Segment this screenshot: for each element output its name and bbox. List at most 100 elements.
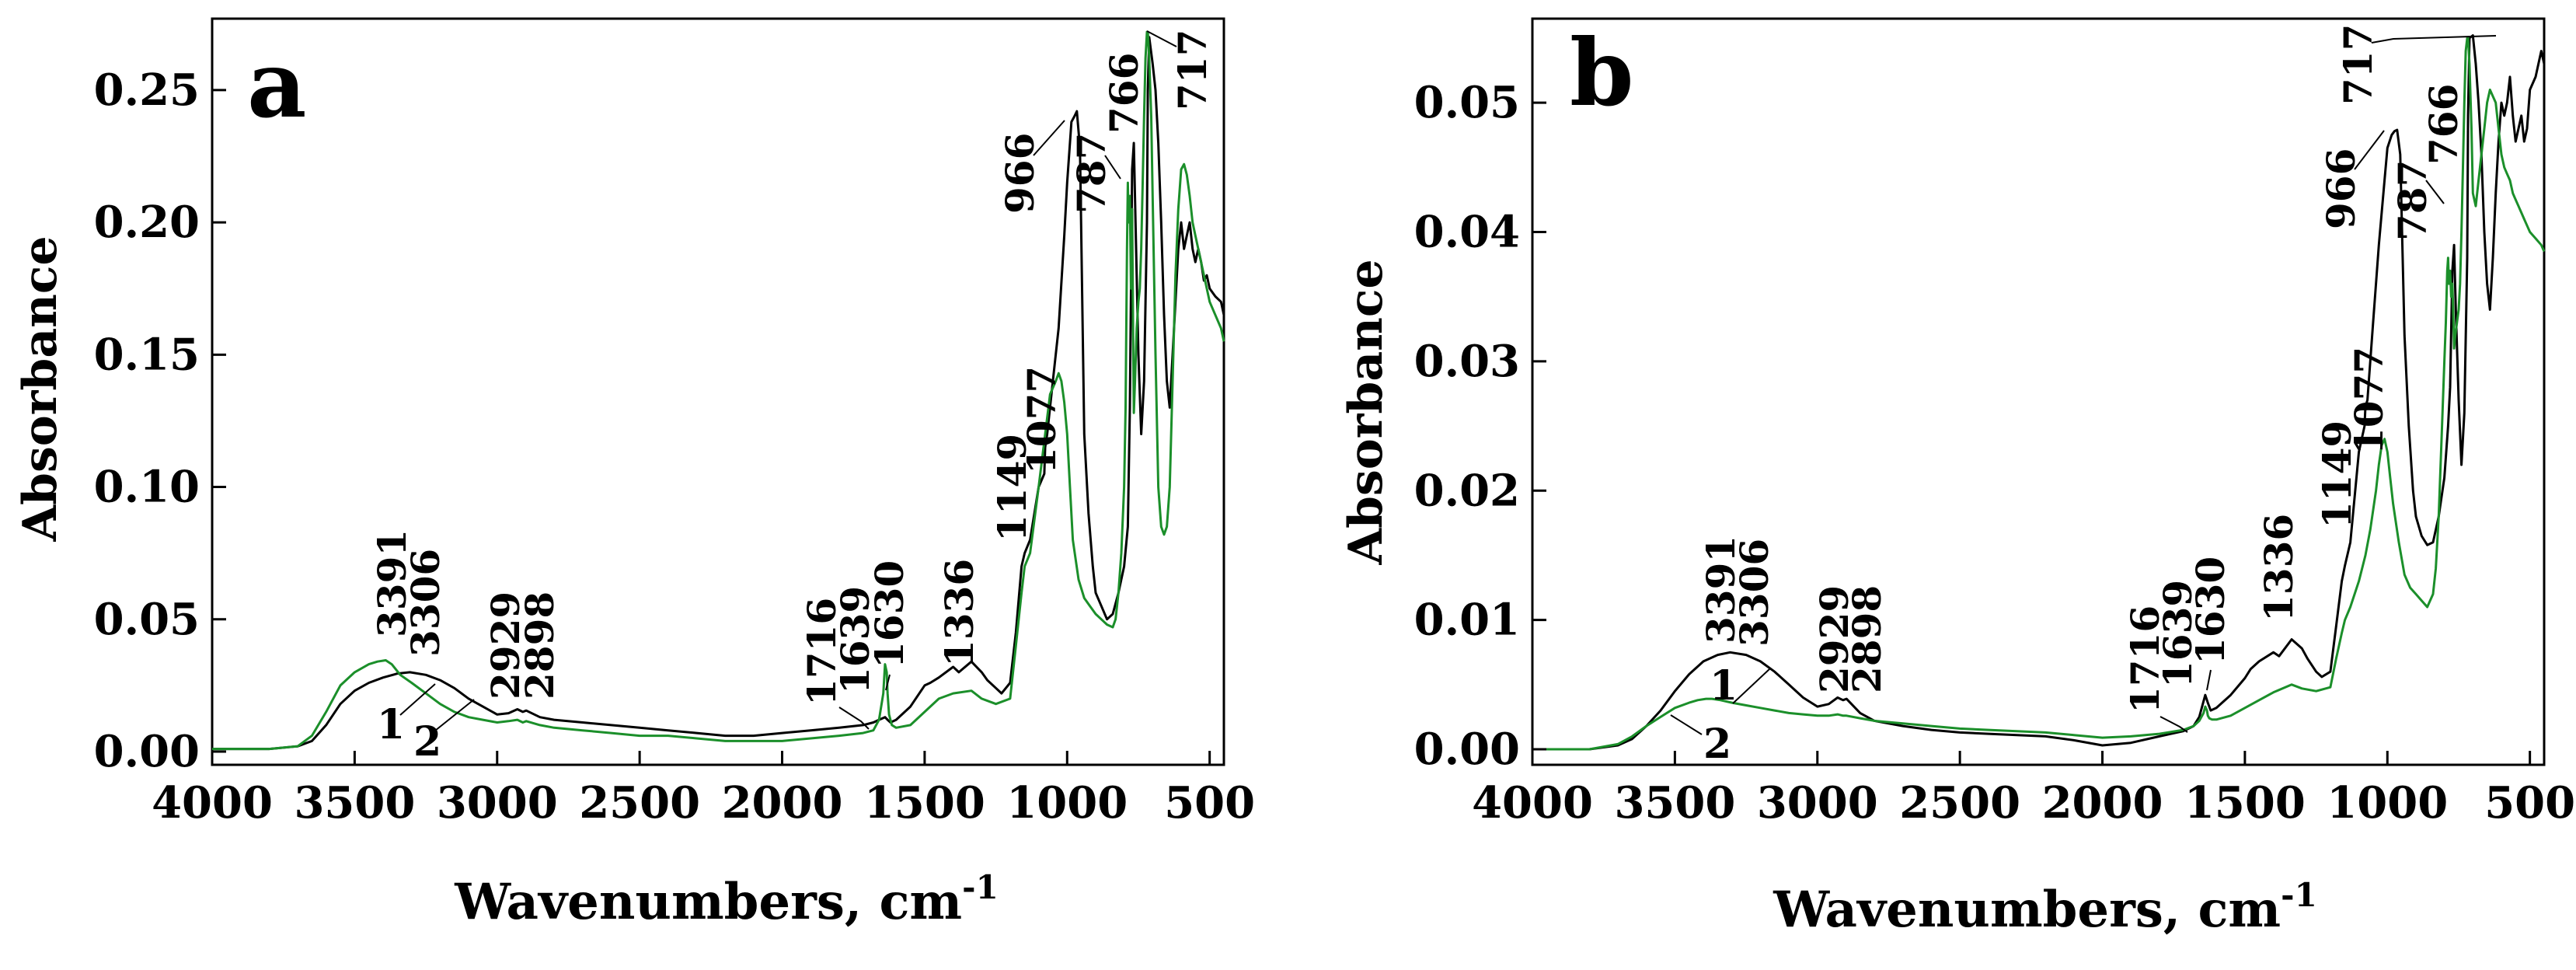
curve-1-label-b: 1 bbox=[1710, 662, 1738, 710]
panel-b-label: b bbox=[1570, 19, 1634, 127]
x-tick-label-4000-b: 4000 bbox=[1472, 777, 1593, 829]
panel-a-y-ticks: 0.00 0.05 0.10 0.15 0.20 0.25 bbox=[94, 65, 226, 777]
peak-1336-label-a: 1336 bbox=[936, 559, 982, 667]
y-tick-label-4-b: 0.04 bbox=[1414, 207, 1520, 258]
curve-2-label-b: 2 bbox=[1703, 721, 1731, 768]
y-tick-label-3-a: 0.15 bbox=[94, 329, 200, 380]
peak-1630-leader-b bbox=[2206, 669, 2212, 691]
panel-b-curve-labels: 1 2 bbox=[1670, 662, 1771, 768]
x-tick-label-500-a: 500 bbox=[1164, 777, 1255, 829]
peak-787-leader-a bbox=[1104, 155, 1121, 180]
x-tick-label-3500-a: 3500 bbox=[294, 777, 415, 829]
x-tick-label-3000-a: 3000 bbox=[437, 777, 558, 829]
peak-2898-label-a: 2898 bbox=[517, 591, 563, 700]
y-tick-label-0-a: 0.00 bbox=[94, 726, 200, 777]
peak-1077-label-b: 1077 bbox=[2346, 347, 2392, 455]
peak-717-label-a: 717 bbox=[1169, 30, 1215, 110]
panel-b-x-ticks: 4000 3500 3000 2500 2000 1500 1000 500 bbox=[1472, 751, 2575, 829]
panel-a-x-axis-label-sup: -1 bbox=[962, 868, 999, 906]
panel-b-peak-labels: 3391 3306 2929 2898 1716 1639 1630 1336 … bbox=[1698, 24, 2466, 714]
panel-a-label: a bbox=[247, 30, 306, 138]
panel-b: 4000 3500 3000 2500 2000 1500 1000 500 0.00 0.01… bbox=[1339, 17, 2575, 939]
x-tick-label-3000-b: 3000 bbox=[1757, 777, 1878, 829]
x-tick-label-2000-a: 2000 bbox=[722, 777, 843, 829]
panel-a-curve-labels: 1 2 bbox=[377, 683, 475, 766]
peak-787-label-a: 787 bbox=[1068, 133, 1114, 214]
peak-1630-label-a: 1630 bbox=[866, 560, 912, 668]
peak-1077-label-a: 1077 bbox=[1019, 366, 1065, 474]
peak-717-leader-b bbox=[2371, 35, 2497, 44]
series-2-line-a bbox=[212, 30, 1225, 751]
panel-a-peak-labels: 3391 3306 2929 2898 1716 1639 1630 1336 … bbox=[369, 30, 1215, 706]
peak-1149-label-a: 1149 bbox=[989, 434, 1035, 542]
x-tick-label-2500-a: 2500 bbox=[579, 777, 700, 829]
x-tick-label-500-b: 500 bbox=[2484, 777, 2575, 829]
peak-1716-label-b: 1716 bbox=[2122, 605, 2168, 714]
y-tick-label-2-a: 0.10 bbox=[94, 462, 200, 513]
peak-1716-label-a: 1716 bbox=[799, 598, 845, 706]
peak-787-leader-b bbox=[2425, 180, 2445, 204]
peak-3306-label-b: 3306 bbox=[1731, 539, 1777, 647]
y-tick-label-5-a: 0.25 bbox=[94, 65, 200, 116]
x-tick-label-2500-b: 2500 bbox=[1899, 777, 2020, 829]
peak-966-leader-a bbox=[1033, 120, 1065, 156]
panel-a-peak-leaders bbox=[838, 30, 1177, 730]
peak-2898-label-b: 2898 bbox=[1844, 585, 1890, 693]
panel-b-peak-leaders bbox=[2159, 35, 2497, 733]
peak-1716-leader-a bbox=[838, 707, 870, 730]
x-tick-label-2000-b: 2000 bbox=[2042, 777, 2163, 829]
peak-1639-label-b: 1639 bbox=[2155, 580, 2201, 688]
y-tick-label-5-b: 0.05 bbox=[1414, 77, 1520, 128]
panel-a-x-axis-label: Wavenumbers, cm-1 bbox=[454, 868, 999, 931]
peak-966-label-b: 966 bbox=[2318, 148, 2364, 229]
curve-2-label-a: 2 bbox=[413, 718, 441, 766]
peak-1336-label-b: 1336 bbox=[2256, 514, 2302, 622]
curve-2-leader-b bbox=[1670, 714, 1703, 735]
panel-b-x-axis-label-main: Wavenumbers, cm bbox=[1773, 881, 2281, 939]
peak-3391-label-a: 3391 bbox=[369, 529, 415, 637]
peak-1630-label-b: 1630 bbox=[2187, 557, 2233, 665]
y-tick-label-1-a: 0.05 bbox=[94, 594, 200, 645]
peak-1630-leader-a bbox=[885, 674, 891, 691]
peak-966-label-a: 966 bbox=[997, 133, 1043, 214]
panel-b-y-ticks: 0.00 0.01 0.02 0.03 0.04 0.05 bbox=[1414, 77, 1546, 775]
x-tick-label-1500-b: 1500 bbox=[2184, 777, 2306, 829]
panel-b-lines bbox=[1532, 34, 2546, 751]
y-tick-label-1-b: 0.01 bbox=[1414, 595, 1520, 646]
peak-766-label-b: 766 bbox=[2421, 84, 2466, 165]
x-tick-label-1500-a: 1500 bbox=[864, 777, 985, 829]
panel-a-plot-frame bbox=[211, 17, 1225, 766]
panel-b-y-axis-label: Absorbance bbox=[1339, 259, 1393, 565]
panel-b-x-axis-label: Wavenumbers, cm-1 bbox=[1773, 876, 2317, 939]
peak-717-label-b: 717 bbox=[2335, 24, 2381, 105]
x-tick-label-1000-a: 1000 bbox=[1006, 777, 1128, 829]
y-tick-label-0-b: 0.00 bbox=[1414, 724, 1520, 775]
panel-a-lines bbox=[212, 30, 1225, 751]
peak-2929-label-a: 2929 bbox=[483, 591, 528, 700]
panel-b-x-axis-label-sup: -1 bbox=[2281, 876, 2317, 914]
y-tick-label-3-b: 0.03 bbox=[1414, 336, 1520, 387]
panel-a-x-axis-label-main: Wavenumbers, cm bbox=[454, 873, 962, 931]
peak-717-leader-a bbox=[1146, 30, 1177, 47]
panel-a-x-ticks: 4000 3500 3000 2500 2000 1500 1000 500 bbox=[152, 751, 1255, 829]
panel-a: 4000 3500 3000 2500 2000 1500 1000 500 0.00 0.05… bbox=[13, 17, 1255, 931]
curve-1-label-a: 1 bbox=[377, 701, 405, 748]
peak-2929-label-b: 2929 bbox=[1811, 585, 1857, 693]
peak-3391-label-b: 3391 bbox=[1698, 536, 1744, 644]
curve-2-leader-a bbox=[434, 699, 475, 731]
x-tick-label-3500-b: 3500 bbox=[1614, 777, 1735, 829]
peak-1149-label-b: 1149 bbox=[2314, 420, 2360, 529]
y-tick-label-4-a: 0.20 bbox=[94, 197, 200, 248]
x-tick-label-4000-a: 4000 bbox=[152, 777, 273, 829]
peak-1716-leader-b bbox=[2159, 716, 2188, 733]
peak-766-label-a: 766 bbox=[1101, 53, 1147, 134]
series-2-line-b bbox=[1532, 37, 2546, 751]
peak-3306-label-a: 3306 bbox=[403, 549, 448, 657]
y-tick-label-2-b: 0.02 bbox=[1414, 465, 1520, 516]
panel-b-plot-frame bbox=[1531, 17, 2546, 766]
peak-1639-label-a: 1639 bbox=[832, 586, 878, 694]
panel-a-y-axis-label: Absorbance bbox=[13, 236, 68, 542]
curve-1-leader-a bbox=[399, 683, 436, 716]
x-tick-label-1000-b: 1000 bbox=[2327, 777, 2448, 829]
